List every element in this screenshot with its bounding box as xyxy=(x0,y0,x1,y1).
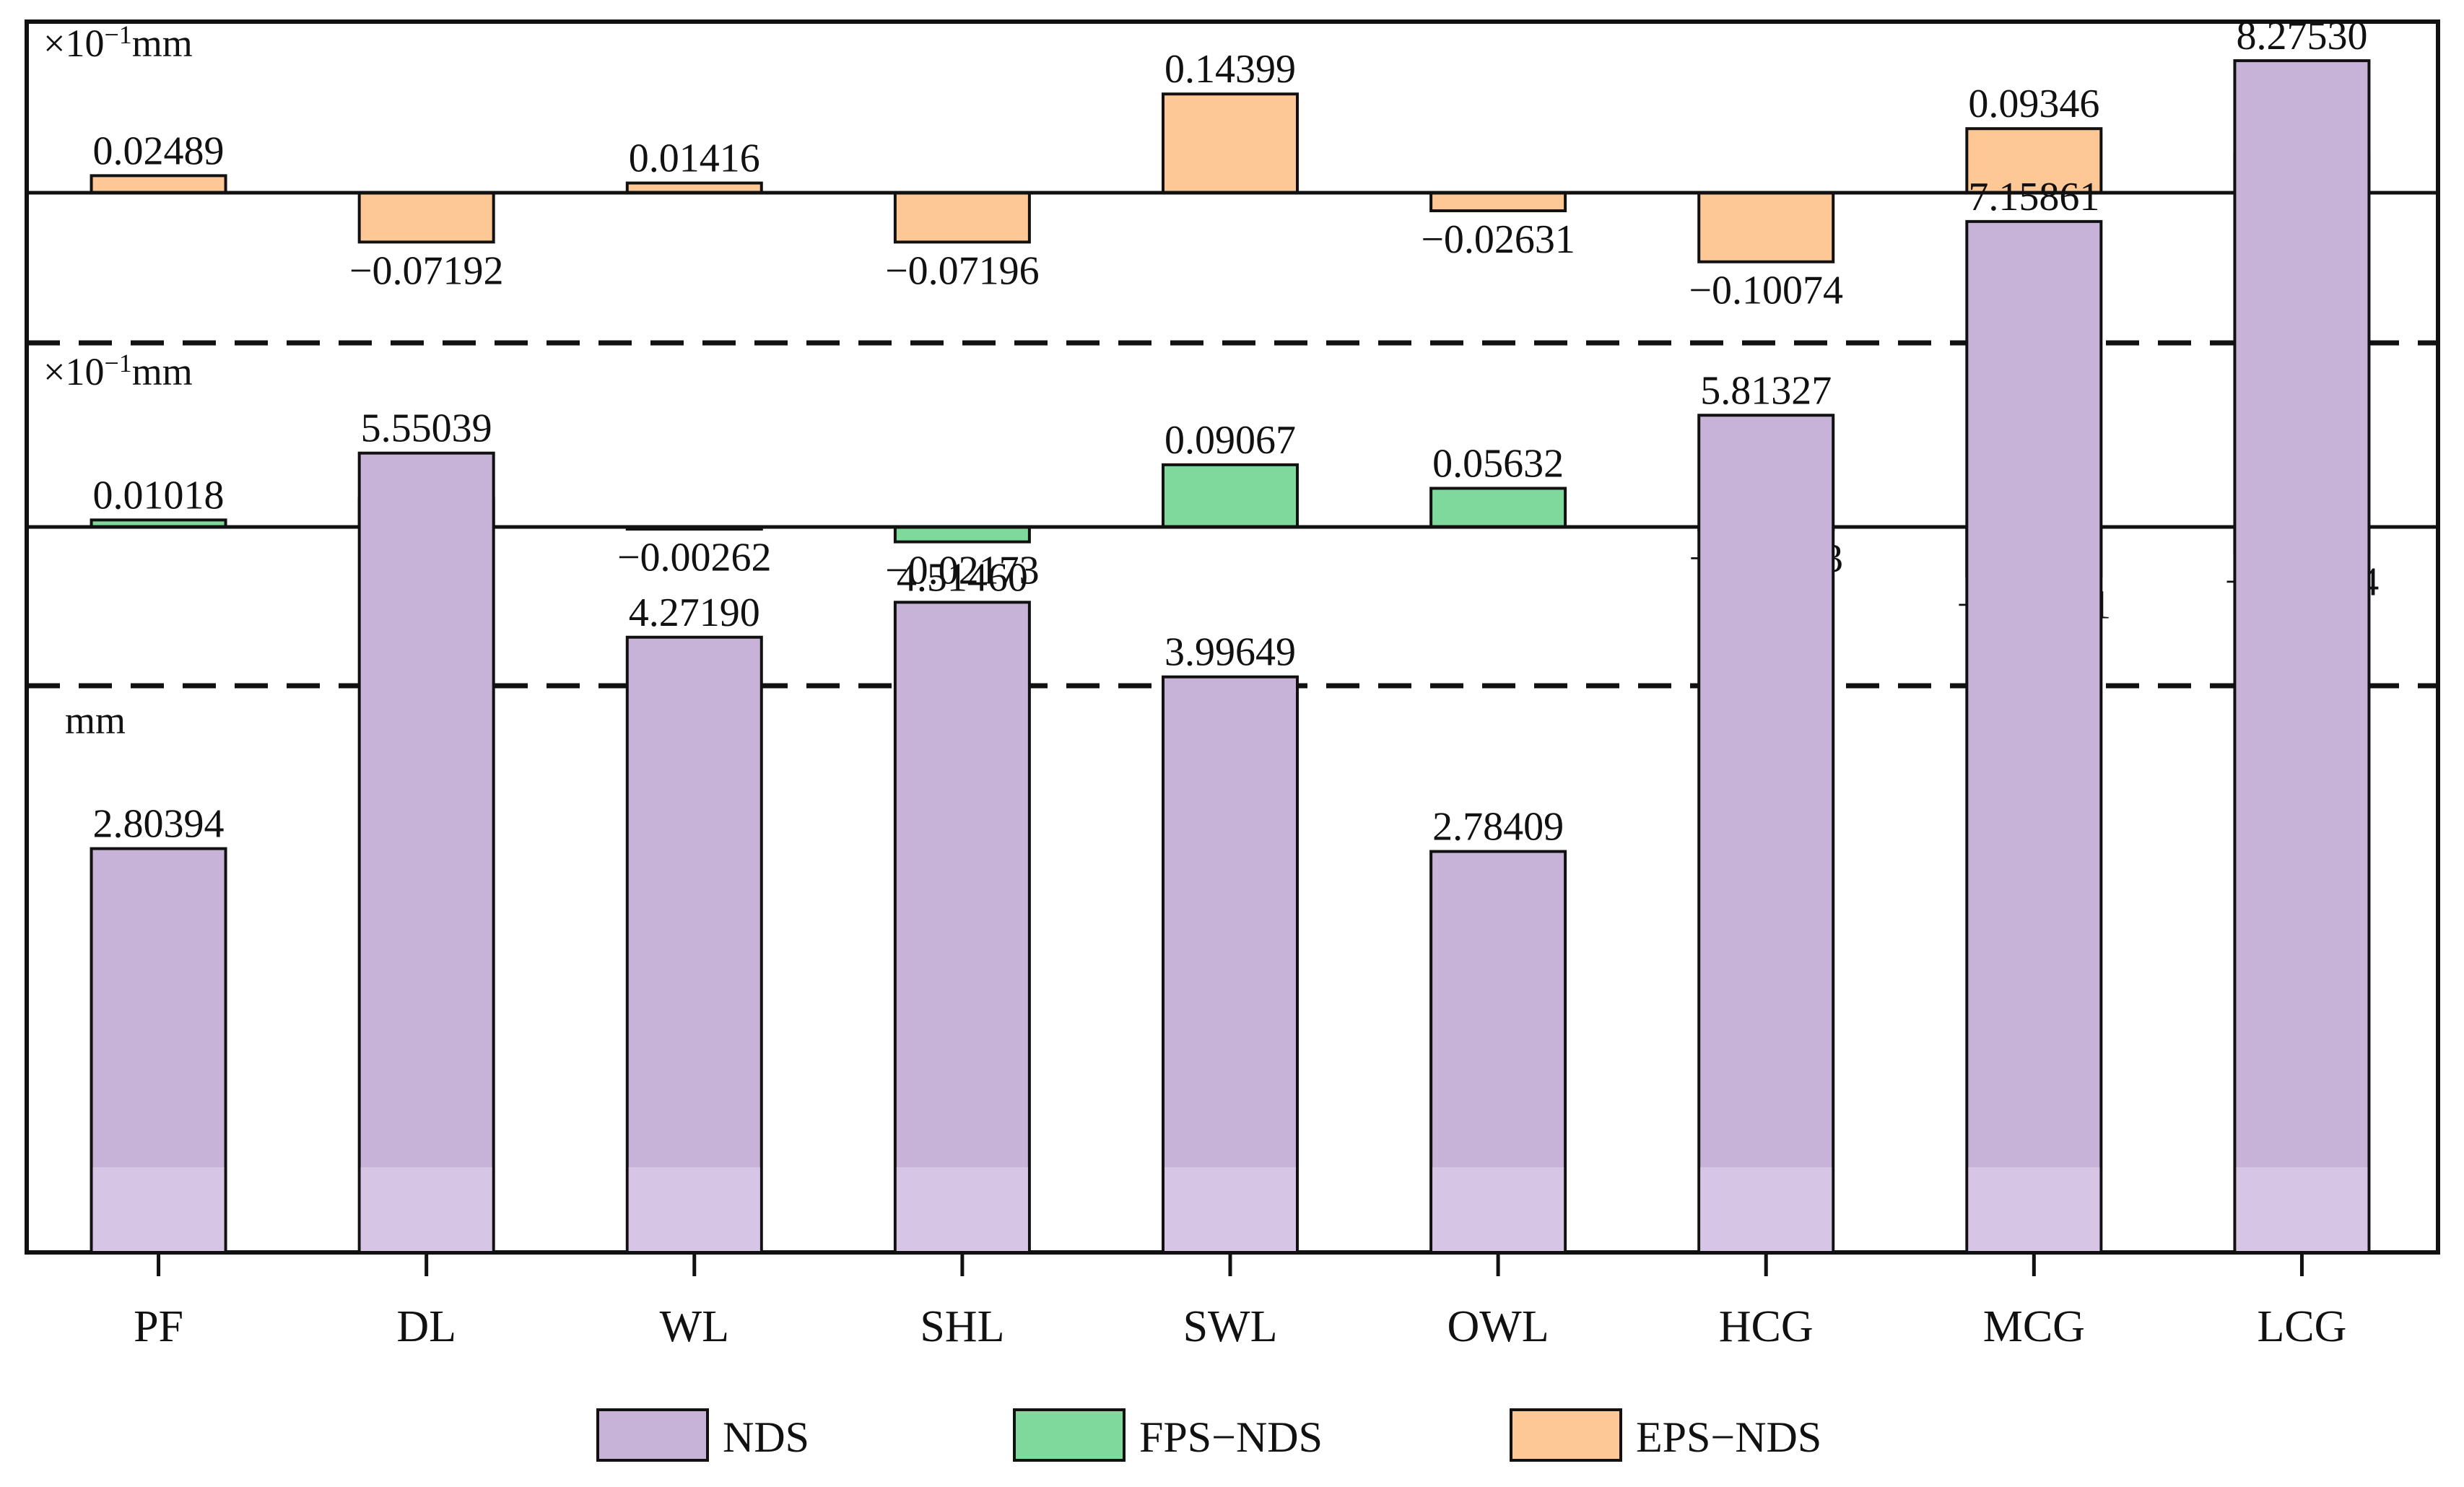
bar-nds-lcg xyxy=(2233,59,2371,1255)
legend-label: EPS−NDS xyxy=(1636,1413,1821,1461)
data-label-wl: −0.00262 xyxy=(617,535,772,580)
data-label-mcg: 7.15861 xyxy=(1968,175,2099,219)
x-tick-label-mcg: MCG xyxy=(1983,1302,2085,1351)
bar-base-shade xyxy=(360,1167,492,1251)
panel-nds: mm 2.80394 5.55039 4.27190 4.51460 3.99649 2.7… xyxy=(65,14,2371,1255)
legend-swatch xyxy=(596,1408,709,1462)
bar-base-shade xyxy=(1700,1167,1832,1251)
x-tick-label-swl: SWL xyxy=(1183,1302,1278,1351)
x-tick-label-shl: SHL xyxy=(920,1302,1004,1351)
data-label-owl: 2.78409 xyxy=(1432,805,1564,850)
x-tick-label-wl: WL xyxy=(660,1302,729,1351)
bar-nds-hcg xyxy=(1697,414,1835,1254)
bar-fps-nds-owl xyxy=(1429,487,1567,528)
data-label-pf: 0.01018 xyxy=(93,473,225,518)
bar-nds-mcg xyxy=(1965,219,2103,1254)
legend-label: FPS−NDS xyxy=(1139,1413,1323,1461)
data-label-owl: −0.02631 xyxy=(1421,217,1575,262)
bar-nds-dl xyxy=(357,451,495,1255)
x-tick-label-hcg: HCG xyxy=(1719,1302,1814,1351)
data-label-shl: −0.07196 xyxy=(885,248,1040,293)
data-label-pf: 2.80394 xyxy=(93,802,225,847)
bar-eps-nds-hcg xyxy=(1697,191,1835,263)
data-label-dl: 5.55039 xyxy=(361,406,492,451)
legend-swatch xyxy=(1510,1408,1622,1462)
bar-eps-nds-pf xyxy=(90,174,227,195)
legend-item-fps-nds: FPS−NDS xyxy=(1013,1408,1323,1462)
legend-swatch xyxy=(1013,1408,1126,1462)
bar-base-shade xyxy=(1432,1167,1564,1251)
bar-base-shade xyxy=(1968,1167,2100,1251)
data-label-shl: 4.51460 xyxy=(897,555,1028,600)
x-tick-label-pf: PF xyxy=(134,1302,183,1351)
panels: ×10−1mm 0.02489 −0.07192 0.01416 −0.07196 0.1… xyxy=(27,14,2438,1255)
data-label-shl: −0.02173 xyxy=(885,549,1040,593)
legend-item-eps-nds: EPS−NDS xyxy=(1510,1408,1821,1462)
bar-base-shade xyxy=(92,1167,225,1251)
bar-fps-nds-shl xyxy=(893,526,1031,544)
data-label-dl: −0.07192 xyxy=(349,248,504,293)
x-axis: PF DL WL SHL SWL OWL HCG MCG LCG xyxy=(134,1252,2346,1351)
data-label-swl: 3.99649 xyxy=(1164,630,1296,675)
unit-label: ×10−1mm xyxy=(43,20,193,65)
legend: NDS FPS−NDS EPS−NDS xyxy=(596,1408,1821,1462)
x-tick-label-owl: OWL xyxy=(1448,1302,1549,1351)
data-label-swl: 0.14399 xyxy=(1164,47,1296,92)
data-label-wl: 4.27190 xyxy=(629,590,760,635)
data-label-pf: 0.02489 xyxy=(93,128,225,173)
legend-label: NDS xyxy=(723,1413,809,1461)
unit-label: mm xyxy=(65,699,126,742)
bar-eps-nds-owl xyxy=(1429,191,1567,212)
bar-eps-nds-swl xyxy=(1162,92,1299,194)
bar-eps-nds-shl xyxy=(893,191,1031,244)
data-label-hcg: 5.81327 xyxy=(1700,368,1832,413)
data-label-owl: 0.05632 xyxy=(1432,441,1564,486)
bar-base-shade xyxy=(1164,1167,1296,1251)
bar-base-shade xyxy=(2236,1167,2368,1251)
data-label-lcg: 8.27530 xyxy=(2236,14,2367,58)
data-label-mcg: 0.09346 xyxy=(1968,82,2099,126)
bar-fps-nds-swl xyxy=(1162,463,1299,529)
bar-nds-wl xyxy=(625,635,763,1254)
data-label-swl: 0.09067 xyxy=(1164,418,1296,463)
legend-item-nds: NDS xyxy=(596,1408,809,1462)
unit-label: ×10−1mm xyxy=(43,349,193,393)
bar-eps-nds-dl xyxy=(357,191,495,244)
bar-nds-swl xyxy=(1162,675,1299,1254)
data-label-wl: 0.01416 xyxy=(629,136,760,181)
bar-base-shade xyxy=(896,1167,1028,1251)
data-label-hcg: −0.10074 xyxy=(1689,269,1843,313)
bar-nds-shl xyxy=(893,601,1031,1254)
x-tick-label-dl: DL xyxy=(396,1302,456,1351)
x-tick-label-lcg: LCG xyxy=(2257,1302,2346,1351)
bar-base-shade xyxy=(628,1167,760,1251)
